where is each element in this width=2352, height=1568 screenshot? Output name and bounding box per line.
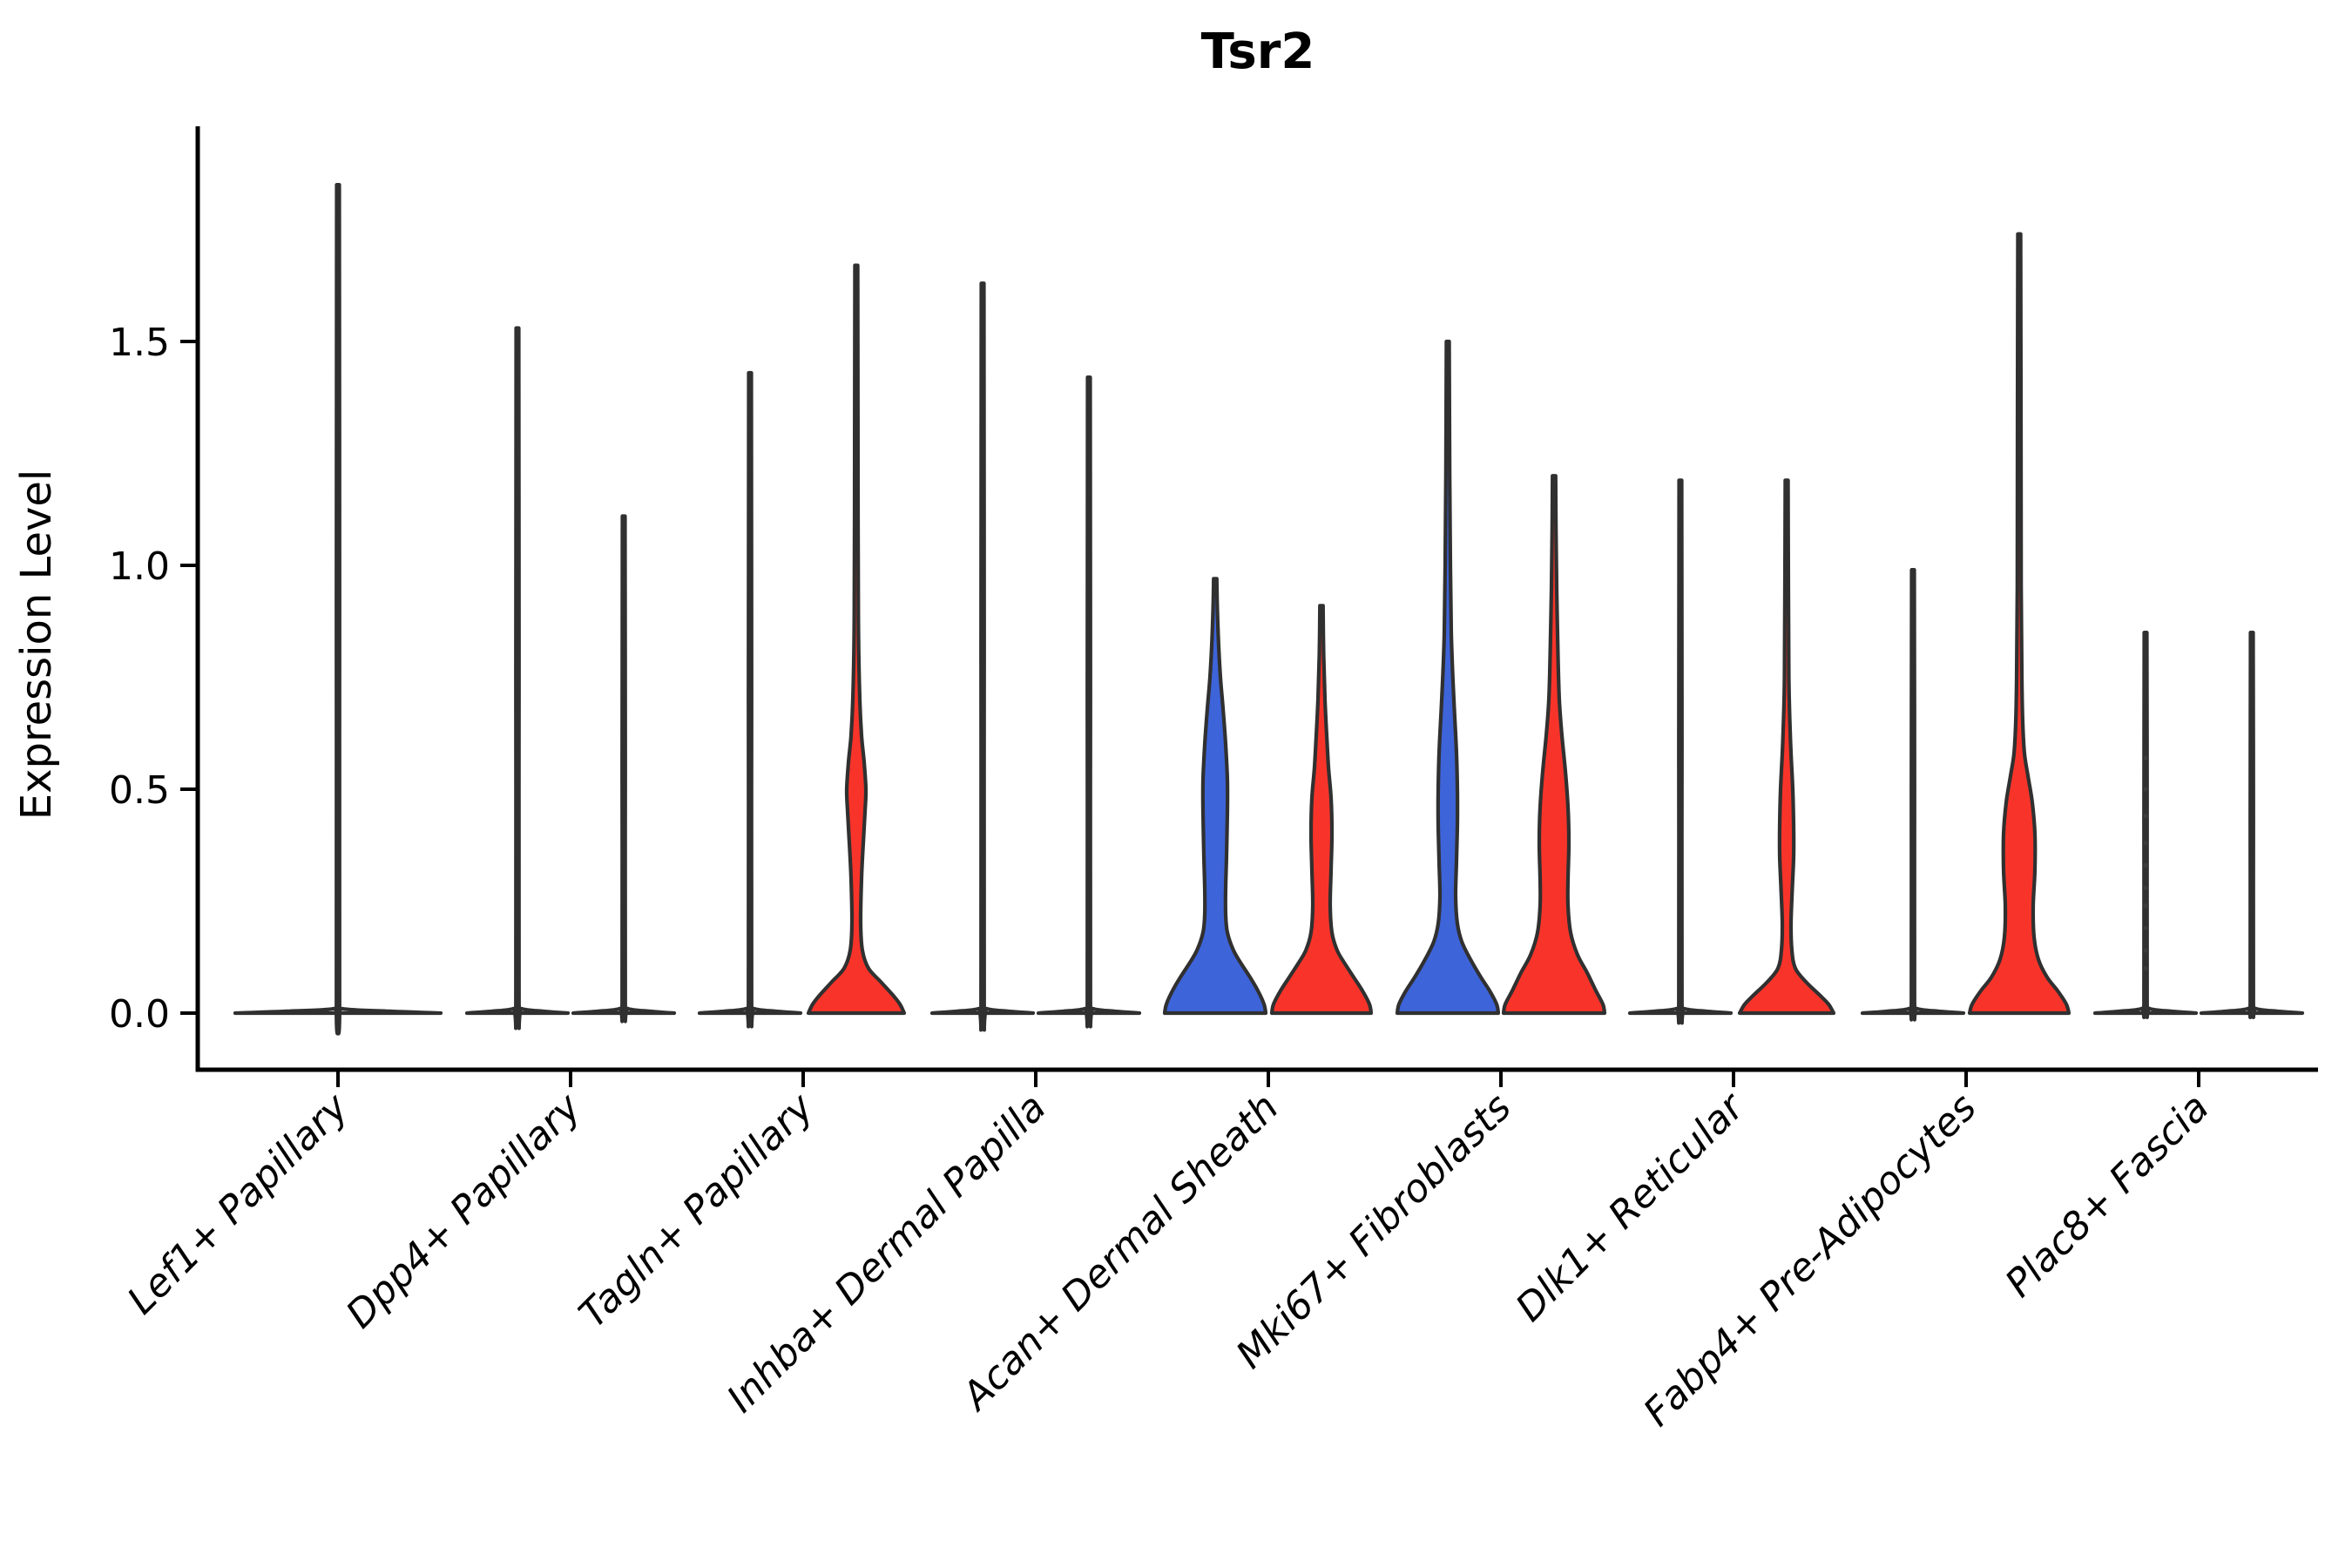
violin-tagln-papillary-left bbox=[697, 370, 803, 1029]
cell-dot-plac8-fascia-left-3 bbox=[2143, 903, 2148, 909]
cell-dot-plac8-fascia-left-5 bbox=[2143, 862, 2148, 868]
cell-dot-plac8-fascia-left-1 bbox=[2143, 948, 2148, 953]
violin-dlk1-reticular-right bbox=[1737, 478, 1836, 1016]
cell-dot-plac8-fascia-left-6 bbox=[2143, 841, 2148, 846]
y-tick-label-1.0: 1.0 bbox=[109, 544, 170, 589]
x-tick-label-plac8-fascia: Plac8+ Fascia bbox=[1997, 1085, 2217, 1306]
violin-lef1-papillary-single bbox=[233, 183, 443, 1036]
chart-title: Tsr2 bbox=[1201, 24, 1315, 80]
violin-dlk1-reticular-left bbox=[1627, 478, 1734, 1025]
x-tick-label-dlk1-reticular: Dlk1+ Reticular bbox=[1507, 1084, 1754, 1330]
violin-inhba-dermal-papilla-left bbox=[929, 281, 1036, 1032]
violin-mki67-fibroblasts-left bbox=[1395, 339, 1501, 1016]
y-tick-label-0.5: 0.5 bbox=[109, 768, 170, 813]
violin-acan-dermal-sheath-right bbox=[1269, 604, 1374, 1016]
y-axis-label: Expression Level bbox=[12, 470, 61, 821]
cell-dot-plac8-fascia-left-0 bbox=[2143, 966, 2148, 971]
violin-fabp4-pre-adipocytes-right bbox=[1967, 232, 2072, 1016]
violin-dpp4-papillary-right bbox=[571, 514, 677, 1024]
violins-layer bbox=[233, 183, 2305, 1036]
violin-acan-dermal-sheath-left bbox=[1162, 577, 1268, 1016]
cell-dot-plac8-fascia-left-4 bbox=[2143, 885, 2148, 890]
y-tick-label-1.5: 1.5 bbox=[109, 321, 170, 365]
cell-dot-plac8-fascia-left-8 bbox=[2143, 787, 2148, 792]
axes-layer bbox=[180, 126, 2318, 1087]
violin-mki67-fibroblasts-right bbox=[1501, 474, 1607, 1016]
violin-plac8-fascia-right bbox=[2199, 631, 2305, 1019]
violin-inhba-dermal-papilla-right bbox=[1036, 375, 1142, 1029]
violin-fabp4-pre-adipocytes-left bbox=[1860, 568, 1966, 1022]
x-tick-label-tagln-papillary: Tagln+ Papillary bbox=[571, 1085, 822, 1336]
violin-tagln-papillary-right bbox=[806, 263, 907, 1016]
cell-dot-plac8-fascia-left-7 bbox=[2143, 814, 2148, 819]
cell-dot-plac8-fascia-left-9 bbox=[2143, 755, 2148, 760]
violin-dpp4-papillary-left bbox=[464, 326, 571, 1031]
violin-plac8-fascia-left bbox=[2092, 631, 2199, 1019]
x-tick-label-lef1-papillary: Lef1+ Papillary bbox=[119, 1085, 358, 1323]
cell-dot-plac8-fascia-left-2 bbox=[2143, 925, 2148, 930]
y-tick-label-0.0: 0.0 bbox=[109, 992, 170, 1037]
x-tick-label-dpp4-papillary: Dpp4+ Papillary bbox=[338, 1085, 591, 1337]
